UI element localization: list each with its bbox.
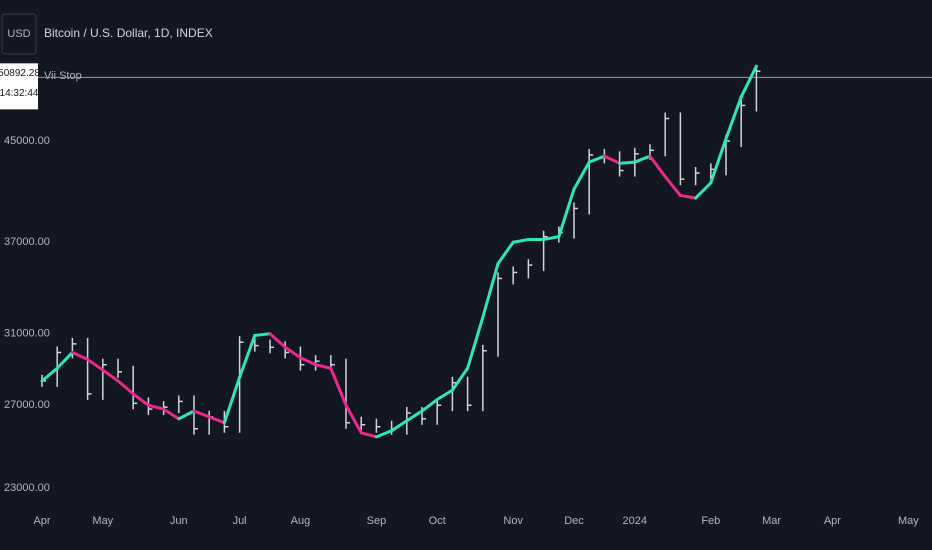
stop-line-segment (481, 262, 500, 319)
stop-line-segment (739, 64, 758, 99)
stop-line-segment (694, 181, 713, 200)
stop-line-segment (648, 154, 667, 179)
time-label: 14:32:44 (0, 88, 39, 99)
x-tick-label: Apr (33, 515, 50, 527)
stop-line-segment (344, 403, 363, 435)
x-tick-label: Feb (701, 515, 720, 527)
stop-line-segment (177, 409, 196, 421)
x-tick-label: Dec (564, 515, 584, 527)
stop-line-segment (678, 193, 698, 200)
stop-line-segment (557, 187, 576, 239)
y-tick-label: 27000.00 (4, 399, 50, 411)
stop-line-segment (86, 357, 105, 372)
stop-line-segment (602, 154, 622, 165)
stop-line-segment (663, 175, 682, 197)
stop-line-segment (116, 379, 135, 396)
stop-line-segment (496, 240, 515, 266)
stop-line-segment (542, 235, 561, 241)
stop-line-segment (450, 366, 470, 392)
x-tick-label: Sep (367, 515, 387, 527)
symbol-button[interactable] (1, 13, 37, 55)
x-tick-label: May (92, 515, 113, 527)
x-tick-label: Nov (503, 515, 523, 527)
y-tick-label: 31000.00 (4, 328, 50, 340)
x-tick-label: Apr (824, 515, 841, 527)
stop-line-segment (268, 332, 287, 349)
x-tick-label: Jun (170, 515, 188, 527)
stop-line-segment (420, 398, 439, 413)
y-tick-label: 23000.00 (4, 482, 50, 494)
stop-line-segment (192, 409, 211, 419)
stop-line-segment (55, 350, 74, 370)
stop-line-segment (572, 160, 591, 191)
stop-line-segment (40, 366, 59, 383)
y-tick-label: 45000.00 (4, 135, 50, 147)
stop-line-segment (466, 315, 485, 370)
stop-line-segment (162, 407, 181, 421)
stop-line-segment (238, 333, 257, 379)
stop-line-segment (374, 429, 394, 439)
stop-line-segment (435, 388, 454, 402)
stop-line-segment (146, 403, 166, 411)
x-tick-label: 2024 (623, 515, 647, 527)
stop-line-segment (587, 154, 606, 164)
stop-line-segment (253, 332, 272, 337)
x-tick-label: Aug (291, 515, 311, 527)
y-tick-label: 37000.00 (4, 236, 50, 248)
stop-line-segment (359, 431, 378, 439)
stop-line-segment (131, 392, 150, 407)
x-tick-label: May (898, 515, 919, 527)
price-label: 50892.28 (0, 68, 40, 79)
stop-line-segment (283, 345, 302, 360)
stop-line-segment (298, 356, 318, 367)
stop-line-segment (405, 409, 424, 423)
stop-line-segment (390, 419, 409, 433)
stop-line-segment (207, 415, 226, 425)
indicator-name: Vii Stop (44, 70, 82, 82)
stop-line-segment (70, 350, 90, 361)
stop-line-segment (709, 137, 728, 185)
price-label-box (0, 63, 38, 110)
stop-line-segment (618, 160, 637, 165)
symbol-button-label[interactable]: USD (7, 28, 30, 40)
stop-line-segment (724, 95, 743, 141)
stop-line-segment (314, 363, 333, 370)
stop-line-segment (101, 368, 120, 383)
stop-line-segment (633, 154, 652, 164)
x-tick-label: Mar (762, 515, 781, 527)
x-tick-label: Jul (233, 515, 247, 527)
stop-line-segment (222, 375, 242, 425)
stop-line-segment (329, 366, 348, 407)
chart-title: Bitcoin / U.S. Dollar, 1D, INDEX (44, 26, 213, 40)
stop-line-segment (511, 237, 530, 244)
x-tick-label: Oct (429, 515, 446, 527)
